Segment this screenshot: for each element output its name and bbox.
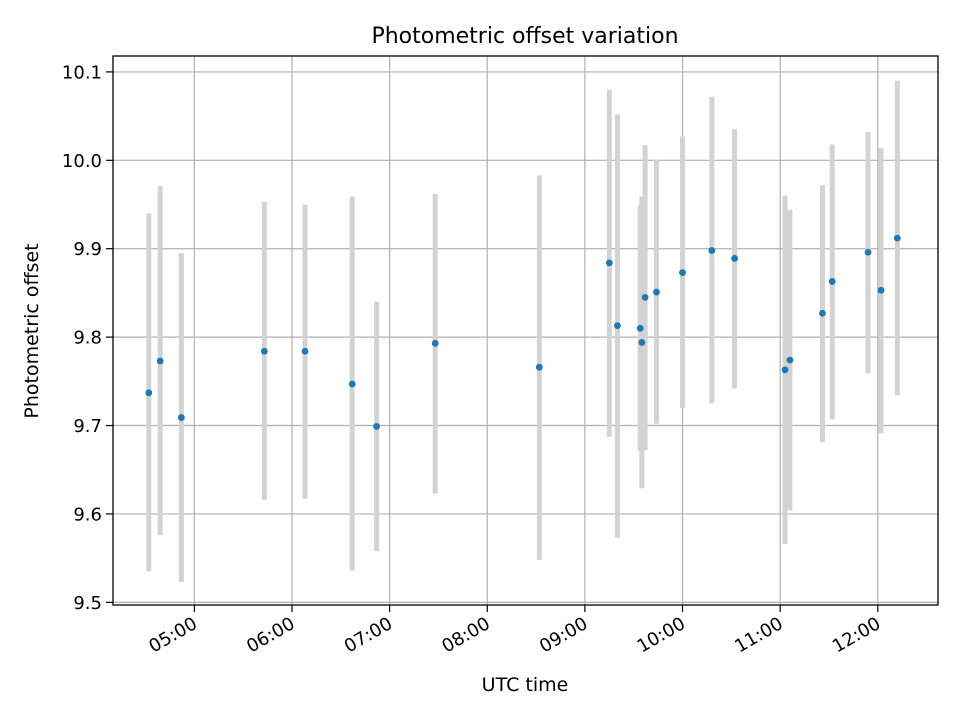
data-point xyxy=(636,324,644,332)
data-point xyxy=(641,293,649,301)
data-point xyxy=(605,259,613,267)
data-point xyxy=(864,248,872,256)
data-points xyxy=(145,234,901,430)
data-point xyxy=(877,286,885,294)
y-tick-label: 9.8 xyxy=(73,328,102,349)
data-point xyxy=(177,414,185,421)
data-point xyxy=(781,366,789,374)
data-point xyxy=(301,347,309,355)
plot-frame xyxy=(112,55,939,606)
data-point xyxy=(653,288,660,296)
y-tick-label: 10.0 xyxy=(62,151,102,172)
data-point xyxy=(156,357,164,365)
data-point xyxy=(260,347,268,355)
x-axis: 05:00 06:00 07:00 08:00 09:00 10:00 11:00 12:00 xyxy=(145,605,884,657)
error-bars xyxy=(146,80,900,583)
data-point xyxy=(373,423,381,430)
x-tick-label: 11:00 xyxy=(731,613,786,657)
data-point xyxy=(786,356,794,364)
x-tick-label: 05:00 xyxy=(145,613,200,657)
x-axis-label: UTC time xyxy=(482,674,569,696)
grid xyxy=(113,56,938,605)
y-axis-label: Photometric offset xyxy=(21,243,43,418)
y-axis: 9.5 9.6 9.7 9.8 9.9 10.0 10.1 xyxy=(62,62,113,614)
chart-title: Photometric offset variation xyxy=(371,24,678,49)
data-point xyxy=(893,234,901,242)
y-tick-label: 9.7 xyxy=(73,416,102,437)
data-point xyxy=(679,269,686,276)
y-tick-label: 9.6 xyxy=(73,504,102,525)
x-tick-label: 09:00 xyxy=(536,613,591,657)
data-point xyxy=(638,339,646,346)
data-point xyxy=(145,389,153,397)
data-point xyxy=(731,255,738,262)
y-tick-label: 9.9 xyxy=(73,239,102,260)
x-tick-label: 08:00 xyxy=(438,613,493,657)
data-point xyxy=(431,339,439,347)
data-point xyxy=(819,309,826,317)
data-point xyxy=(348,380,356,388)
y-tick-label: 9.5 xyxy=(73,593,102,614)
data-point xyxy=(708,247,716,254)
data-point xyxy=(535,363,543,371)
x-tick-label: 07:00 xyxy=(341,613,396,657)
x-tick-label: 12:00 xyxy=(829,613,884,657)
y-tick-label: 10.1 xyxy=(62,62,102,83)
data-point xyxy=(614,322,621,330)
x-tick-label: 10:00 xyxy=(634,613,689,657)
data-point xyxy=(828,278,836,285)
x-tick-label: 06:00 xyxy=(243,613,298,657)
